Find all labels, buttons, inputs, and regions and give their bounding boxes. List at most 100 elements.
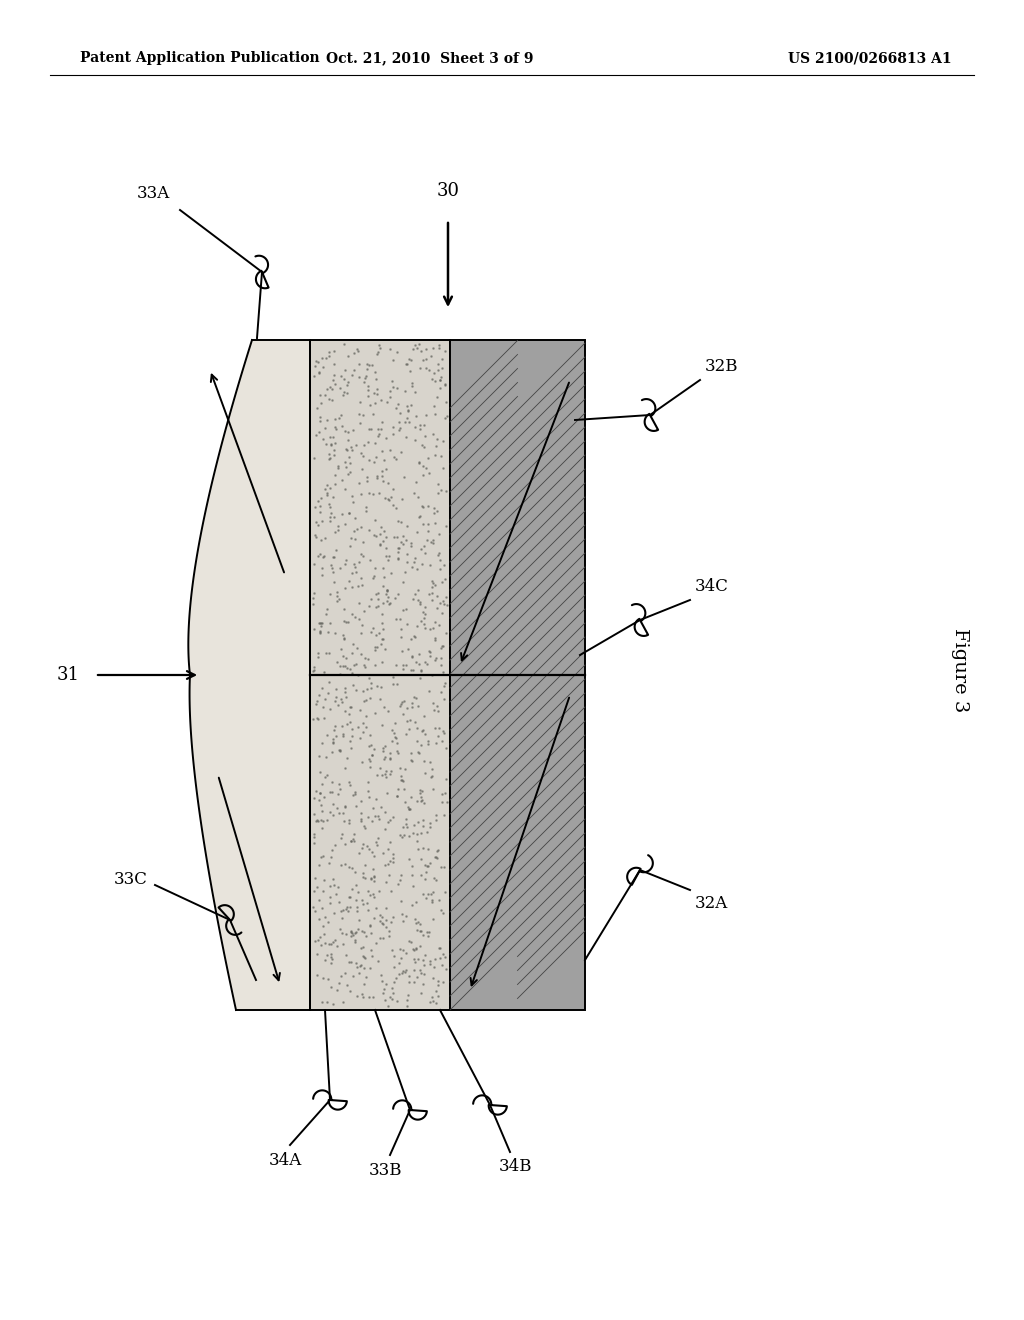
Point <box>408 651 424 672</box>
Point <box>404 939 421 960</box>
Point <box>377 818 393 840</box>
Point <box>330 515 346 536</box>
Point <box>382 338 398 359</box>
Point <box>401 972 418 993</box>
Point <box>385 847 401 869</box>
Point <box>436 569 453 590</box>
Point <box>368 446 384 467</box>
Point <box>403 557 420 578</box>
Point <box>389 742 406 763</box>
Point <box>366 870 382 891</box>
Point <box>331 774 347 795</box>
Point <box>348 985 365 1006</box>
Point <box>343 925 359 946</box>
Point <box>375 531 391 552</box>
Point <box>325 370 341 391</box>
Point <box>424 573 440 594</box>
Point <box>360 771 377 792</box>
Point <box>369 676 385 697</box>
Point <box>338 438 354 459</box>
Point <box>316 787 333 808</box>
Point <box>305 896 322 917</box>
Point <box>377 638 393 659</box>
Point <box>366 451 382 473</box>
Point <box>424 577 440 598</box>
Point <box>393 627 410 648</box>
Point <box>399 697 416 718</box>
Point <box>437 783 454 804</box>
Point <box>359 807 376 828</box>
Point <box>385 982 401 1003</box>
Point <box>398 354 415 375</box>
Point <box>414 781 430 803</box>
Point <box>436 722 453 743</box>
Point <box>361 915 378 936</box>
Point <box>412 668 428 689</box>
Point <box>354 545 371 566</box>
Point <box>336 368 352 389</box>
Point <box>353 622 370 643</box>
Point <box>374 441 390 462</box>
Point <box>346 824 362 845</box>
Point <box>382 748 398 770</box>
Point <box>430 338 446 359</box>
Point <box>428 841 444 862</box>
Point <box>381 832 397 853</box>
Point <box>376 978 392 999</box>
Point <box>413 591 429 612</box>
Point <box>345 829 361 850</box>
Point <box>382 986 398 1007</box>
Point <box>420 495 436 516</box>
Point <box>378 767 394 788</box>
Point <box>391 696 408 717</box>
Point <box>360 735 377 756</box>
Point <box>429 726 445 747</box>
Point <box>416 607 432 628</box>
Point <box>413 660 429 681</box>
Point <box>326 440 342 461</box>
Point <box>410 487 426 508</box>
Point <box>311 622 328 643</box>
Point <box>380 549 396 570</box>
Text: 31: 31 <box>57 667 80 684</box>
Point <box>425 362 441 383</box>
Point <box>410 338 426 359</box>
Point <box>361 986 378 1007</box>
Point <box>334 503 350 524</box>
Point <box>435 944 452 965</box>
Point <box>394 640 411 661</box>
Point <box>327 374 343 395</box>
Point <box>354 531 371 552</box>
Point <box>419 653 435 675</box>
Point <box>355 690 372 711</box>
Point <box>327 715 343 737</box>
Point <box>417 618 433 639</box>
Point <box>384 989 400 1010</box>
Point <box>385 422 401 444</box>
Point <box>306 900 323 921</box>
Point <box>404 374 421 395</box>
Point <box>371 622 387 643</box>
Point <box>390 548 407 569</box>
Point <box>332 919 348 940</box>
Point <box>340 503 356 524</box>
Point <box>406 972 422 993</box>
Point <box>413 735 429 756</box>
Point <box>431 334 447 355</box>
Point <box>336 451 352 473</box>
Point <box>413 847 429 869</box>
Point <box>422 953 438 974</box>
Point <box>355 958 372 979</box>
Point <box>337 513 353 535</box>
Point <box>305 824 322 845</box>
Point <box>427 846 443 867</box>
Point <box>352 700 369 721</box>
Point <box>411 653 427 675</box>
Point <box>345 359 361 380</box>
Point <box>389 741 406 762</box>
Point <box>406 482 422 503</box>
Point <box>338 647 354 668</box>
Point <box>410 696 426 717</box>
Point <box>325 742 341 763</box>
Point <box>419 529 435 550</box>
